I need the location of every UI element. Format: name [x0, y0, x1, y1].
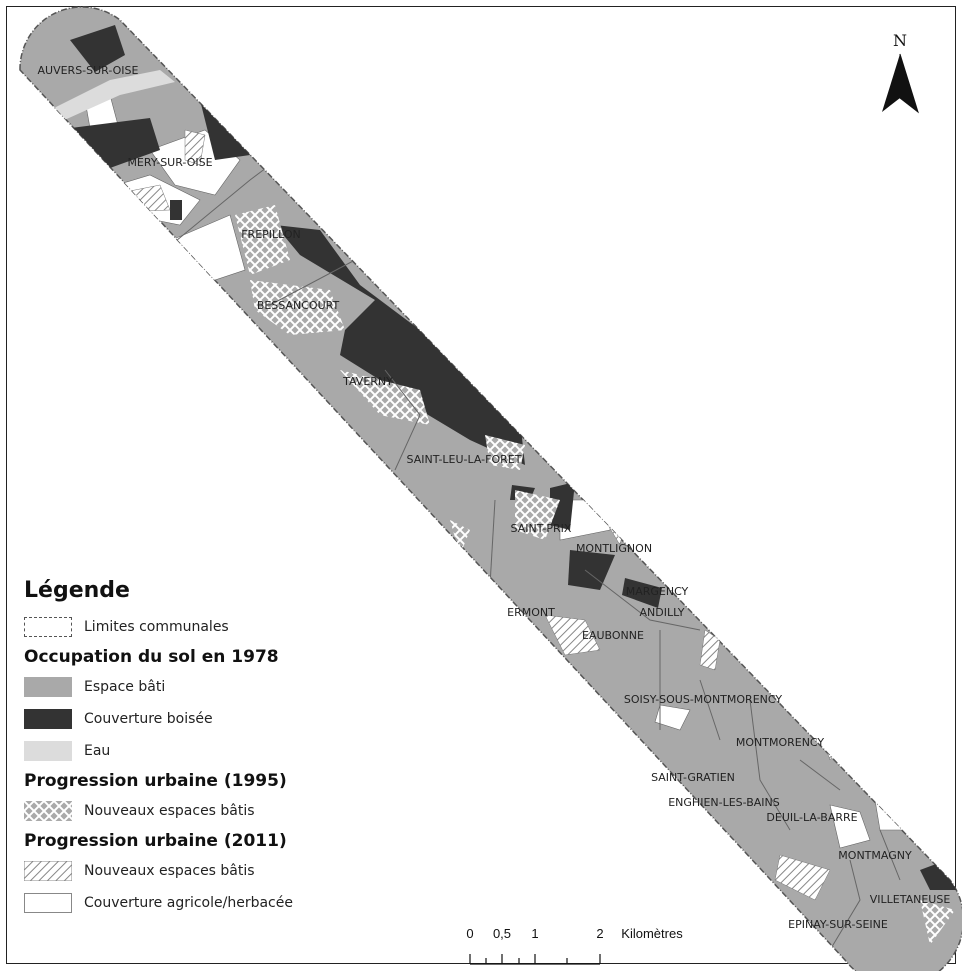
town-label: EAUBONNE [582, 629, 644, 642]
arrow-right-icon [899, 53, 919, 114]
diagonal-hatch-swatch [24, 861, 72, 881]
water-areas [50, 70, 175, 122]
town-label: SAINT-PRIX [511, 522, 572, 535]
legend-item-label: Eau [84, 743, 111, 759]
town-label: DEUIL-LA-BARRE [766, 811, 857, 824]
legend-item-label: Nouveaux espaces bâtis [84, 803, 255, 819]
town-label: SOISY-SOUS-MONTMORENCY [624, 693, 782, 706]
scale-bar: 0 0,5 1 2 Kilomètres [466, 926, 683, 965]
scale-tick-label: 0 [466, 926, 473, 941]
town-label: TAVERNY [342, 375, 393, 388]
scale-tick-label: 0,5 [493, 926, 511, 941]
town-label: SAINT-LEU-LA-FORET [407, 453, 522, 466]
crosshatch-swatch [24, 801, 72, 821]
town-label: MONTMAGNY [838, 849, 912, 862]
legend: Légende Limites communales Occupation du… [24, 578, 344, 923]
scale-tick-label: 2 [596, 926, 603, 941]
legend-section-title: Progression urbaine (2011) [24, 831, 287, 851]
scale-unit-label: Kilomètres [621, 926, 683, 941]
legend-item-label: Couverture agricole/herbacée [84, 895, 293, 911]
urban-1995-areas [235, 205, 955, 945]
town-label: ERMONT [507, 606, 555, 619]
arrow-left-icon [882, 54, 900, 112]
legend-item-water: Eau [24, 739, 344, 763]
town-label: ANDILLY [640, 606, 685, 619]
town-label: MARGENCY [626, 585, 689, 598]
legend-item-woodland: Couverture boisée [24, 707, 344, 731]
town-labels: AUVERS-SUR-OISE MERY-SUR-OISE FREPILLON … [38, 64, 951, 931]
town-label: MERY-SUR-OISE [127, 156, 212, 169]
woodland-swatch [24, 709, 72, 729]
agricultural-swatch [24, 893, 72, 913]
town-label: VILLETANEUSE [870, 893, 951, 906]
town-label: AUVERS-SUR-OISE [38, 64, 139, 77]
legend-item-urban-1995: Nouveaux espaces bâtis [24, 799, 344, 823]
legend-item-urban-2011: Nouveaux espaces bâtis [24, 859, 344, 883]
boundary-swatch [24, 617, 72, 637]
water-swatch [24, 741, 72, 761]
legend-item-boundary: Limites communales [24, 615, 344, 639]
town-label: ENGHIEN-LES-BAINS [668, 796, 780, 809]
town-label: SAINT-GRATIEN [651, 771, 735, 784]
legend-item-label: Nouveaux espaces bâtis [84, 863, 255, 879]
legend-section-title: Progression urbaine (1995) [24, 771, 287, 791]
legend-item-agricultural: Couverture agricole/herbacée [24, 891, 344, 915]
legend-title: Légende [24, 578, 130, 603]
north-label: N [893, 31, 907, 50]
town-label: MONTLIGNON [576, 542, 652, 555]
scale-tick-label: 1 [531, 926, 538, 941]
town-label: EPINAY-SUR-SEINE [788, 918, 888, 931]
legend-item-built: Espace bâti [24, 675, 344, 699]
town-label: FREPILLON [241, 228, 301, 241]
built-swatch [24, 677, 72, 697]
town-label: BESSANCOURT [257, 299, 340, 312]
north-arrow: N [882, 31, 919, 114]
town-label: MONTMORENCY [736, 736, 825, 749]
scale-bar-line [469, 954, 601, 965]
legend-item-label: Couverture boisée [84, 711, 213, 727]
legend-item-label: Limites communales [84, 619, 229, 635]
legend-item-label: Espace bâti [84, 679, 166, 695]
legend-section-title: Occupation du sol en 1978 [24, 647, 279, 667]
